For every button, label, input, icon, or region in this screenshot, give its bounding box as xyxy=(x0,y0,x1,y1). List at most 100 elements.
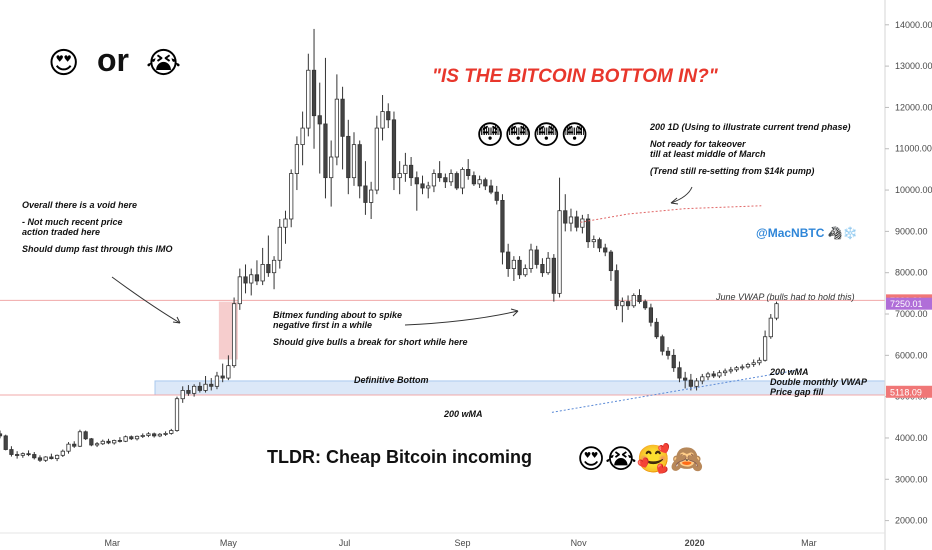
candle-body xyxy=(654,321,659,338)
candle-body xyxy=(665,350,671,356)
ma-1d-line xyxy=(580,205,762,223)
candle-body xyxy=(700,376,705,382)
candle-body xyxy=(37,457,43,461)
candle-body xyxy=(431,173,437,187)
bitmex-arrow xyxy=(404,310,519,326)
candle-body xyxy=(608,251,614,272)
crying-emoji: 😭 xyxy=(146,46,181,81)
candle-body xyxy=(488,185,494,193)
candle-body xyxy=(688,379,693,387)
y-tick-label: 10000.00 xyxy=(895,185,932,195)
candle-body xyxy=(426,185,431,189)
candle-body xyxy=(660,336,665,352)
candle-body xyxy=(60,450,65,456)
candle-body xyxy=(49,456,54,460)
y-tick-label: 11000.00 xyxy=(895,144,932,154)
candle-body xyxy=(563,210,568,224)
ma-1d-arrow xyxy=(670,186,693,204)
candle-body xyxy=(391,119,397,179)
ma-1d-note-line-3: till at least middle of March xyxy=(650,149,766,159)
bitmex-arrowhead xyxy=(510,308,519,317)
candle-body xyxy=(443,177,448,183)
candle-body xyxy=(374,127,379,191)
void-arrow xyxy=(111,276,181,324)
x-tick-label: May xyxy=(220,538,238,548)
definitive-bottom-label: Definitive Bottom xyxy=(354,375,429,385)
candle-body xyxy=(334,98,339,158)
candle-body xyxy=(694,380,699,387)
tldr-text: TLDR: Cheap Bitcoin incoming xyxy=(267,447,532,467)
candle-body xyxy=(197,385,202,391)
y-tick-label: 8000.00 xyxy=(895,268,928,278)
candle-body xyxy=(15,454,20,456)
candle-body xyxy=(237,276,242,305)
candle-body xyxy=(283,218,288,228)
candle-body xyxy=(54,454,60,460)
candle-body xyxy=(734,367,739,371)
candle-body xyxy=(66,443,71,452)
candle-body xyxy=(460,169,465,189)
candle-body xyxy=(83,431,88,440)
bitmex-note-line-1: Bitmex funding about to spike xyxy=(273,310,402,320)
candle-body xyxy=(540,264,545,274)
candle-body xyxy=(517,259,522,276)
candle-body xyxy=(631,295,636,307)
candle-body xyxy=(26,453,31,456)
candle-body xyxy=(254,274,260,282)
candle-body xyxy=(420,183,425,189)
candle-body xyxy=(414,177,419,185)
x-tick-label: Mar xyxy=(105,538,121,548)
x-tick-label: Sep xyxy=(454,538,470,548)
candle-body xyxy=(300,127,305,146)
candle-body xyxy=(77,431,83,447)
candle-body xyxy=(751,362,756,365)
candle-body xyxy=(100,440,105,445)
y-axis-ticks: 2000.003000.004000.005000.006000.007000.… xyxy=(885,20,932,526)
june-vwap-label: June VWAP (bulls had to hold this) xyxy=(715,292,855,302)
candle-body xyxy=(585,218,591,243)
candle-body xyxy=(494,191,499,201)
ma-1d-note-line-2: Not ready for takeover xyxy=(650,139,746,149)
candle-body xyxy=(186,390,191,394)
candle-body xyxy=(231,303,237,367)
y-tick-label: 14000.00 xyxy=(895,20,932,30)
candle-body xyxy=(214,375,220,387)
candle-body xyxy=(3,435,8,450)
candle-body xyxy=(260,264,265,282)
candle-body xyxy=(163,433,168,435)
price-tag-text: 7250.01 xyxy=(890,299,923,309)
candle-body xyxy=(317,115,322,125)
void-note-line-3: action traded here xyxy=(22,227,100,237)
candle-body xyxy=(671,354,676,369)
candle-body xyxy=(226,365,231,379)
candle-body xyxy=(757,359,762,364)
y-tick-label: 2000.00 xyxy=(895,516,928,526)
void-note-line-2: - Not much recent price xyxy=(22,217,123,227)
candle-body xyxy=(574,216,579,228)
void-note-line-4: Should dump fast through this IMO xyxy=(22,244,172,254)
void-note-line-1: Overall there is a void here xyxy=(22,200,137,210)
candle-body xyxy=(20,453,25,456)
candle-body xyxy=(768,317,773,338)
price-tag: 7250.01 xyxy=(886,297,932,310)
candle-body xyxy=(603,247,608,253)
candle-body xyxy=(620,301,625,307)
candle-body xyxy=(0,433,3,437)
candle-body xyxy=(591,239,596,243)
or-label: or xyxy=(97,42,129,78)
candle-body xyxy=(546,257,551,274)
candle-body xyxy=(169,430,174,434)
author-tag: @MacNBTC 🦓❄️ xyxy=(756,226,858,240)
ma-200w-label: 200 wMA xyxy=(443,409,483,419)
y-tick-label: 12000.00 xyxy=(895,102,932,112)
candle-body xyxy=(123,436,128,442)
candles-layer xyxy=(0,28,779,462)
candle-body xyxy=(289,173,294,220)
candle-body xyxy=(483,179,488,187)
y-tick-label: 7000.00 xyxy=(895,309,928,319)
candle-body xyxy=(677,367,682,379)
candle-body xyxy=(340,98,345,137)
candle-body xyxy=(705,373,711,378)
